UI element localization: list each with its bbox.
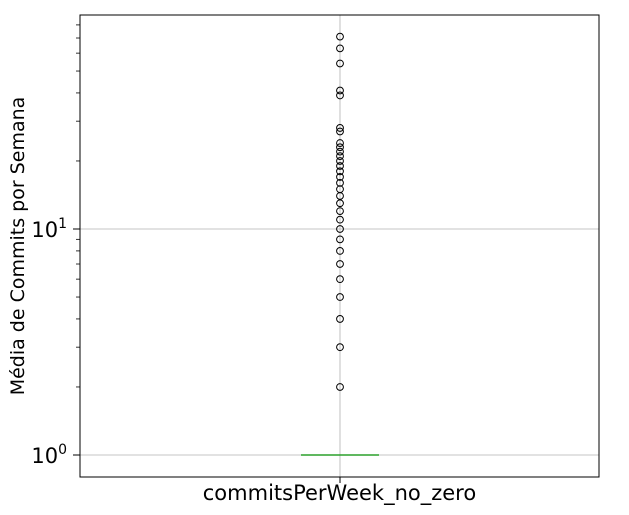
outlier-point	[336, 225, 344, 233]
outlier-point	[336, 162, 344, 170]
outlier-point	[336, 293, 344, 301]
outlier-point	[336, 152, 344, 161]
outlier-point	[336, 235, 344, 244]
outlier-point	[336, 147, 344, 156]
outlier-point	[336, 275, 344, 284]
outlier-point	[336, 127, 344, 136]
plot-area	[79, 14, 600, 478]
outlier-point	[336, 139, 344, 147]
outlier-point	[336, 32, 344, 41]
outlier-point	[336, 178, 344, 187]
outlier-point	[336, 315, 344, 323]
outlier-point	[336, 86, 344, 95]
outlier-points	[336, 32, 344, 391]
y-axis-label: Média de Commits por Semana	[7, 97, 29, 396]
outlier-point	[336, 44, 344, 53]
outlier-point	[336, 91, 344, 100]
outlier-point	[336, 260, 344, 268]
y-ticks: 100 101	[31, 24, 341, 483]
outlier-point	[336, 207, 344, 216]
grid-lines	[80, 15, 599, 477]
x-axis-label: commitsPerWeek_no_zero	[203, 481, 476, 506]
outlier-point	[336, 215, 344, 224]
outlier-point	[336, 143, 344, 152]
y-tick-label: 100	[31, 442, 67, 468]
outlier-point	[336, 124, 344, 132]
y-tick-label: 101	[31, 216, 67, 242]
outlier-point	[336, 343, 344, 352]
outlier-point	[336, 59, 344, 68]
outlier-point	[336, 247, 344, 255]
outlier-point	[336, 173, 344, 181]
outlier-point	[336, 167, 344, 176]
outlier-point	[336, 383, 344, 391]
outlier-point	[336, 157, 344, 165]
